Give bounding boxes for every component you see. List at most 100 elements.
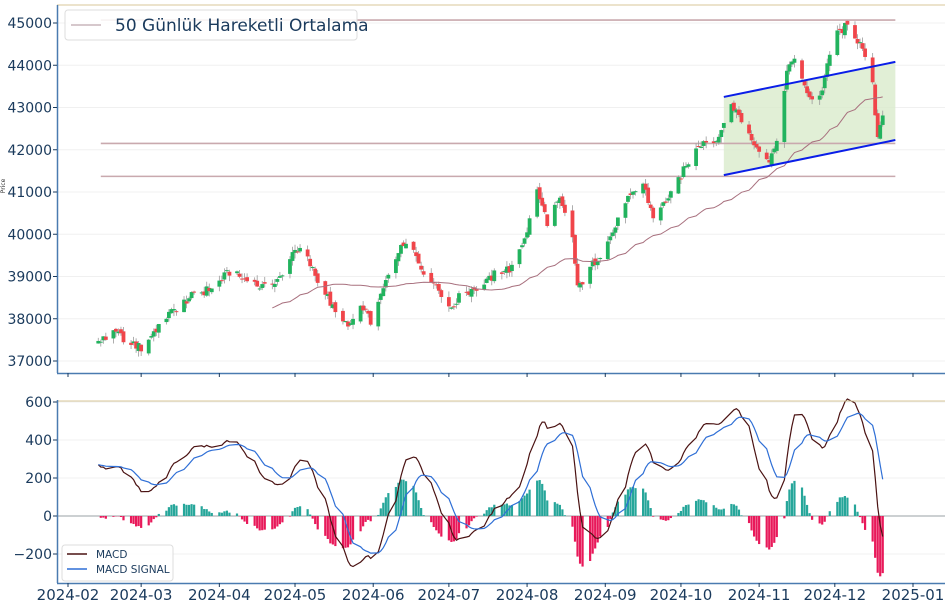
candle-up [784,70,789,90]
macd-histogram-bar [697,499,700,516]
candle-up [330,304,335,308]
candle-up [510,264,514,272]
candle-up [272,283,277,287]
candle-up [404,243,408,249]
candle-up [858,42,862,44]
macd-histogram-bar [362,516,365,527]
candle-up [257,288,262,290]
macd-histogram-bar [200,506,203,516]
candle-up [172,309,176,311]
macd-histogram-bar [687,504,690,516]
macd-histogram-bar [175,505,178,516]
macd-histogram-bar [293,507,297,516]
macd-histogram-bar [150,516,153,523]
candle-down [545,214,550,226]
price-y-tick-label: 37000 [7,354,52,370]
macd-histogram-bar [652,516,655,517]
candle-down [575,263,580,286]
macd-histogram-bar [525,493,529,516]
macd-histogram-bar [662,516,665,521]
channel-fill [723,61,896,176]
macd-histogram-bar [715,507,718,516]
macd-y-tick-label: −200 [14,547,52,563]
macd-histogram-bar [314,516,317,525]
macd-histogram-bar [122,516,125,521]
candle-up [504,266,509,273]
macd-histogram-bar [137,516,140,527]
candle-up [457,293,461,303]
macd-histogram-bar [563,515,567,516]
macd-histogram-bar [457,516,461,534]
macd-histogram-bar [578,516,582,564]
macd-histogram-bar [402,479,405,516]
macd-histogram-bar [536,480,539,516]
candle-down [134,341,139,349]
candle-down [563,204,567,213]
macd-histogram-bar [705,502,708,516]
macd-histogram-bar [679,510,683,516]
macd-histogram-bar [773,516,776,543]
macd-histogram-bar [823,516,826,522]
candle-up [469,289,474,297]
macd-histogram-bar [432,516,435,527]
macd-histogram-bar [520,498,524,516]
macd-x-tick-label: 2024-06 [342,586,405,604]
macd-histogram-bar [644,492,647,516]
candle-up [699,146,704,148]
macd-histogram-bar [664,516,667,521]
macd-histogram-bar [387,493,390,516]
macd-histogram-bar [755,516,758,541]
candle-down [757,146,762,152]
candle-up [156,324,161,333]
macd-histogram-bar [440,516,443,537]
candle-up [701,141,706,146]
candle-down [328,291,333,306]
macd-histogram-bar [624,494,627,516]
candle-up [666,198,671,201]
candle-up [820,90,825,96]
candle-up [399,244,403,254]
channel-upper-line [723,60,896,98]
macd-histogram-bar [606,516,609,527]
macd-histogram-bar [576,516,579,557]
candle-down [747,124,751,134]
macd-histogram-bar [288,516,292,517]
candle-up [590,260,595,267]
candle-up [835,30,840,55]
macd-histogram-bar [225,510,229,516]
macd-histogram-bar [788,489,791,516]
macd-histogram-bar [800,487,804,516]
candle-up [288,259,292,274]
macd-histogram-bar [102,516,105,518]
macd-x-tick-label: 2024-02 [37,586,100,604]
macd-histogram-bar [190,504,193,516]
macd-histogram-bar [669,516,672,519]
macd-histogram-bar [642,488,645,516]
macd-histogram-bar [811,516,814,520]
macd-histogram-bar [538,480,541,516]
macd-histogram-bar [843,496,846,516]
candle-down [628,193,633,195]
candle-down [711,141,716,144]
candle-up [98,341,103,343]
macd-histogram-bar [836,501,839,516]
macd-histogram-bar [510,505,514,516]
macd-x-tick-label: 2024-12 [803,586,866,604]
candle-down [414,252,418,257]
macd-histogram-bar [702,500,705,516]
macd-histogram-bar [841,497,844,516]
candle-down [436,283,441,291]
price-axis-label: Price [0,178,7,193]
candle-up [734,109,739,113]
macd-histogram-bar [467,516,471,526]
macd-histogram-bar [185,504,188,516]
candle-up [146,339,151,354]
candle-up [325,294,330,296]
macd-histogram-bar [488,507,491,516]
macd-histogram-bar [750,516,753,531]
macd-histogram-bar [629,487,632,516]
candle-up [293,249,297,253]
macd-histogram-bar [647,500,650,516]
macd-histogram-bar [437,516,440,534]
candle-down [679,178,683,180]
